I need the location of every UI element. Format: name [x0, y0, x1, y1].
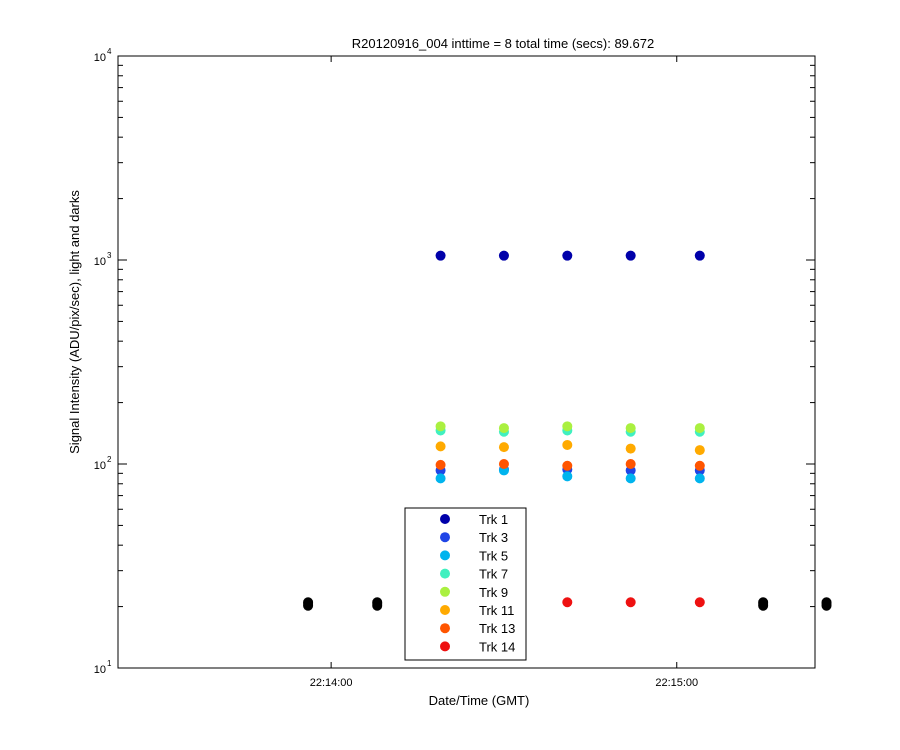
y-tick-exponent: 1 — [107, 659, 112, 668]
data-point — [562, 597, 573, 608]
legend-marker — [440, 586, 450, 597]
x-tick-label: 22:15:00 — [655, 677, 698, 689]
legend-label: Trk 11 — [479, 603, 514, 618]
legend-label: Trk 13 — [479, 621, 515, 636]
data-point — [625, 473, 636, 484]
data-point — [562, 250, 573, 261]
data-point — [435, 250, 446, 261]
legend-label: Trk 14 — [479, 639, 515, 654]
data-point — [694, 473, 705, 484]
y-tick-label: 10 — [94, 664, 106, 676]
legend-marker — [440, 568, 450, 579]
data-point — [625, 250, 636, 261]
data-point — [435, 473, 446, 484]
y-tick-label: 10 — [94, 460, 106, 472]
y-tick-exponent: 3 — [107, 251, 112, 260]
legend-box — [404, 507, 527, 661]
data-points — [303, 250, 832, 611]
data-point — [498, 423, 509, 434]
data-point — [562, 421, 573, 432]
data-point — [562, 439, 573, 450]
y-tick-label: 10 — [94, 52, 106, 64]
data-point — [625, 443, 636, 454]
data-point — [435, 441, 446, 452]
legend-label: Trk 3 — [479, 530, 508, 545]
data-point — [498, 250, 509, 261]
data-point — [694, 250, 705, 261]
data-point — [562, 471, 573, 482]
data-point — [694, 460, 705, 471]
data-point — [694, 445, 705, 456]
data-point — [625, 459, 636, 469]
data-point — [435, 421, 446, 432]
data-point — [372, 597, 383, 608]
data-point — [625, 597, 636, 608]
data-point — [758, 597, 769, 608]
data-point — [694, 597, 705, 608]
legend-label: Trk 5 — [479, 548, 508, 563]
data-point — [303, 597, 314, 608]
legend-marker — [440, 514, 450, 524]
y-axis-label: Signal Intensity (ADU/pix/sec), light an… — [67, 190, 82, 454]
y-tick-exponent: 2 — [107, 455, 112, 464]
legend-marker — [440, 532, 450, 543]
legend-label: Trk 7 — [479, 567, 508, 582]
data-point — [435, 459, 446, 470]
data-point — [625, 423, 636, 434]
legend-marker — [440, 623, 450, 634]
y-tick-label: 10 — [94, 256, 106, 268]
legend-marker — [440, 605, 450, 615]
legend-label: Trk 9 — [479, 585, 508, 600]
data-point — [562, 460, 573, 471]
data-point — [821, 597, 832, 608]
legend-label: Trk 1 — [479, 512, 508, 527]
data-point — [498, 442, 509, 453]
data-point — [694, 423, 705, 434]
legend-marker — [440, 641, 450, 652]
data-point — [498, 459, 509, 469]
chart-title: R20120916_004 inttime = 8 total time (se… — [352, 36, 654, 51]
legend: Trk 1 Trk 3 Trk 5 Trk 7 Trk 9 Trk 11 Trk 13 Trk… — [404, 507, 527, 661]
y-tick-exponent: 4 — [107, 47, 112, 56]
legend-marker — [440, 550, 450, 561]
x-axis-label: Date/Time (GMT) — [429, 693, 530, 708]
x-tick-label: 22:14:00 — [310, 677, 353, 689]
